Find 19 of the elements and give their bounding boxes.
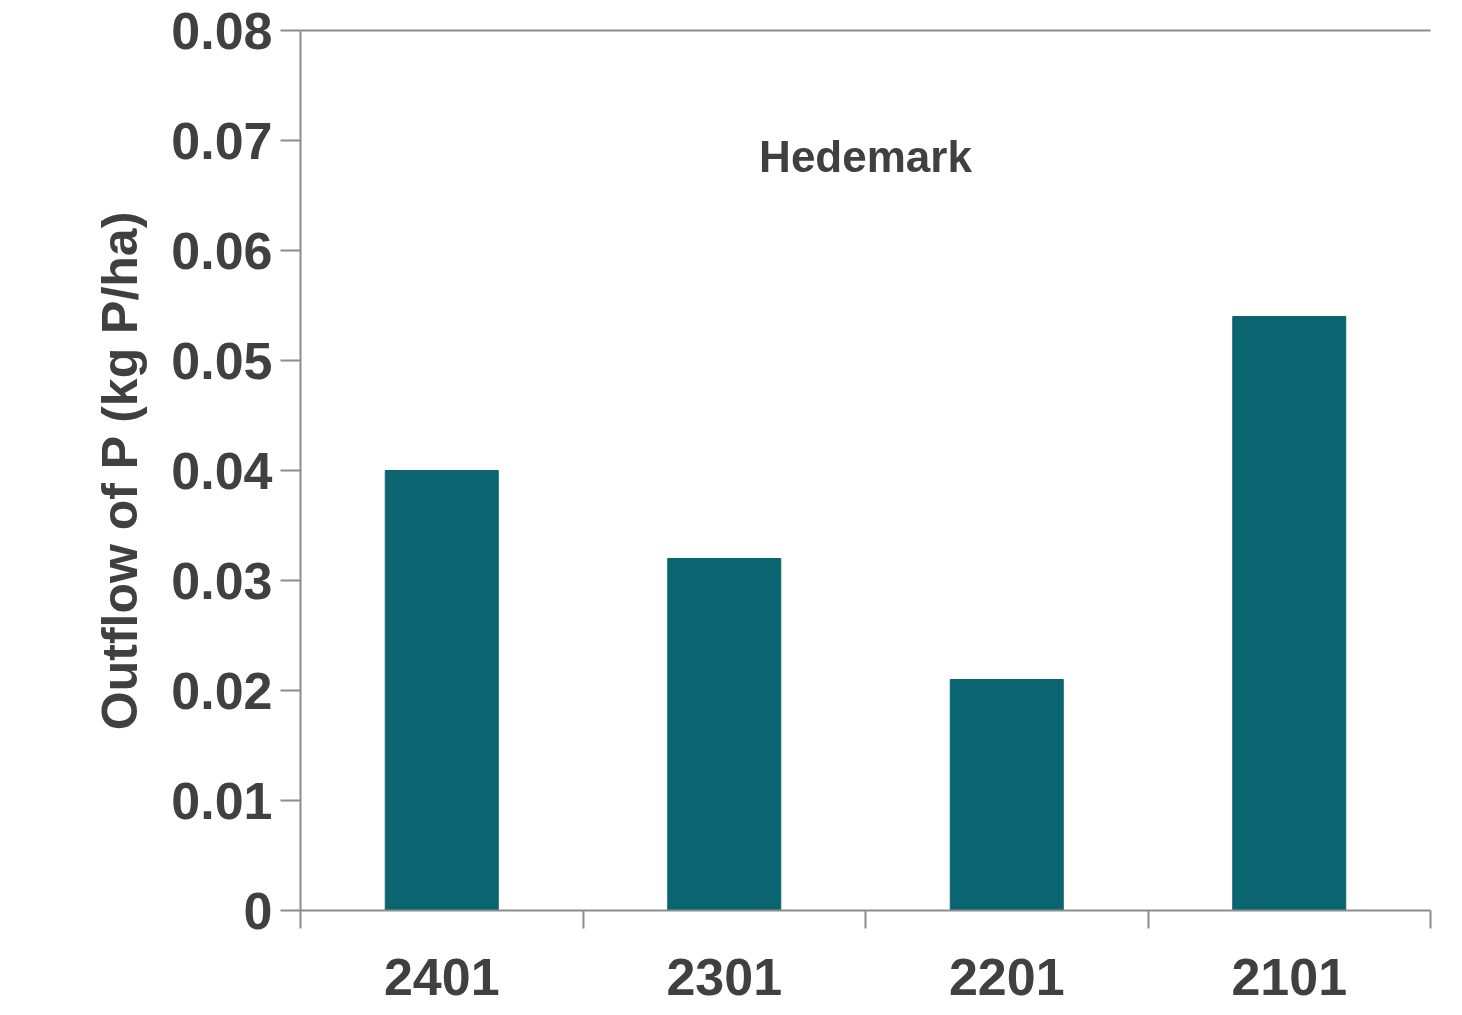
x-tick-label: 2101 bbox=[1231, 947, 1348, 1006]
y-tick-label: 0 bbox=[243, 881, 273, 940]
x-tick-label: 2401 bbox=[383, 947, 500, 1006]
annotation: Hedemark bbox=[759, 131, 973, 181]
x-tick-label: 2201 bbox=[948, 947, 1065, 1006]
y-tick-label: 0.04 bbox=[171, 441, 273, 500]
y-tick-label: 0.06 bbox=[171, 221, 273, 280]
bar bbox=[667, 558, 782, 911]
y-axis-title: Outflow of P (kg P/ha) bbox=[92, 211, 149, 731]
y-tick-label: 0.08 bbox=[171, 1, 273, 60]
y-tick-label: 0.03 bbox=[171, 551, 273, 610]
y-tick-label: 0.05 bbox=[171, 331, 273, 390]
y-tick-label: 0.01 bbox=[171, 771, 273, 830]
x-tick-label: 2301 bbox=[666, 947, 783, 1006]
bar bbox=[384, 470, 499, 911]
bar bbox=[1232, 316, 1347, 911]
bar bbox=[949, 679, 1064, 911]
y-tick-label: 0.02 bbox=[171, 661, 273, 720]
y-tick-label: 0.07 bbox=[171, 111, 273, 170]
